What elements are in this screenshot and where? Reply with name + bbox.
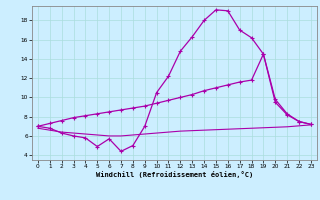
X-axis label: Windchill (Refroidissement éolien,°C): Windchill (Refroidissement éolien,°C) [96,171,253,178]
